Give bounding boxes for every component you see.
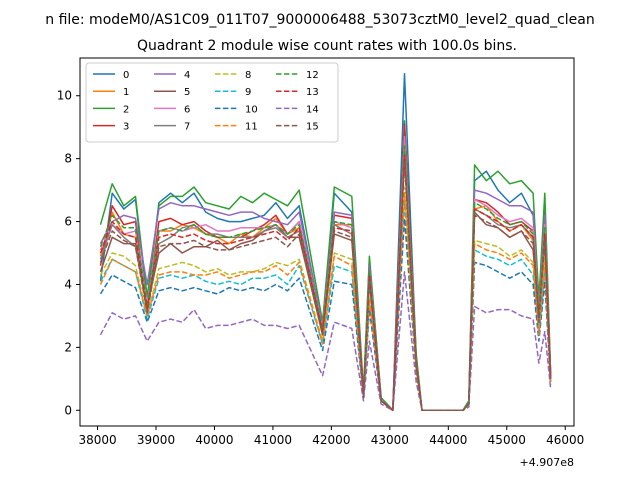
plot-lines [99,72,552,412]
plot-frame [79,57,575,427]
x-tick-label: 41000 [254,433,292,447]
legend-label-5: 5 [184,87,190,98]
legend-label-13: 13 [306,87,319,98]
legend-label-12: 12 [306,70,319,81]
x-offset-label: +4.907e8 [520,456,574,469]
legend-label-7: 7 [184,122,190,133]
y-tick-label: 6 [64,215,72,229]
legend-label-15: 15 [306,122,319,133]
y-tick-label: 4 [64,277,72,291]
legend-label-10: 10 [245,104,258,115]
series-line-4 [99,142,552,412]
y-tick-label: 8 [64,152,72,166]
series-line-1 [99,129,552,412]
x-tick-label: 38000 [78,433,116,447]
legend-label-9: 9 [245,87,251,98]
y-tick-label: 0 [64,403,72,417]
series-line-10 [99,217,552,412]
x-tick-label: 42000 [312,433,350,447]
series-line-12 [99,145,552,412]
legend-label-11: 11 [245,122,258,133]
legend-label-2: 2 [123,104,129,115]
x-tick-label: 46000 [546,433,584,447]
x-tick-label: 45000 [488,433,526,447]
series-line-14 [99,271,552,412]
y-tick-label: 10 [57,89,72,103]
x-tick-label: 39000 [137,433,175,447]
chart-suptitle: n file: modeM0/AS1C09_011T07_9000006488_… [45,12,594,28]
legend-box [85,62,339,143]
x-tick-label: 40000 [195,433,233,447]
chart-title: Quadrant 2 module wise count rates with … [137,38,517,54]
legend-label-8: 8 [245,70,251,81]
x-axis: 38000 39000 40000 41000 42000 43000 44000 45000… [78,426,584,447]
series-line-6 [99,135,552,412]
legend-label-1: 1 [123,87,129,98]
legend-label-6: 6 [184,104,190,115]
series-line-15 [99,161,552,412]
y-tick-label: 2 [64,340,72,354]
series-line-11 [99,192,552,412]
x-tick-label: 44000 [429,433,467,447]
legend-label-0: 0 [123,70,129,81]
legend-label-3: 3 [123,122,129,133]
series-line-3 [99,123,552,412]
y-axis: 0 2 4 6 8 10 [57,89,80,417]
x-tick-label: 43000 [371,433,409,447]
legend-label-4: 4 [184,70,190,81]
legend-label-14: 14 [306,104,319,115]
